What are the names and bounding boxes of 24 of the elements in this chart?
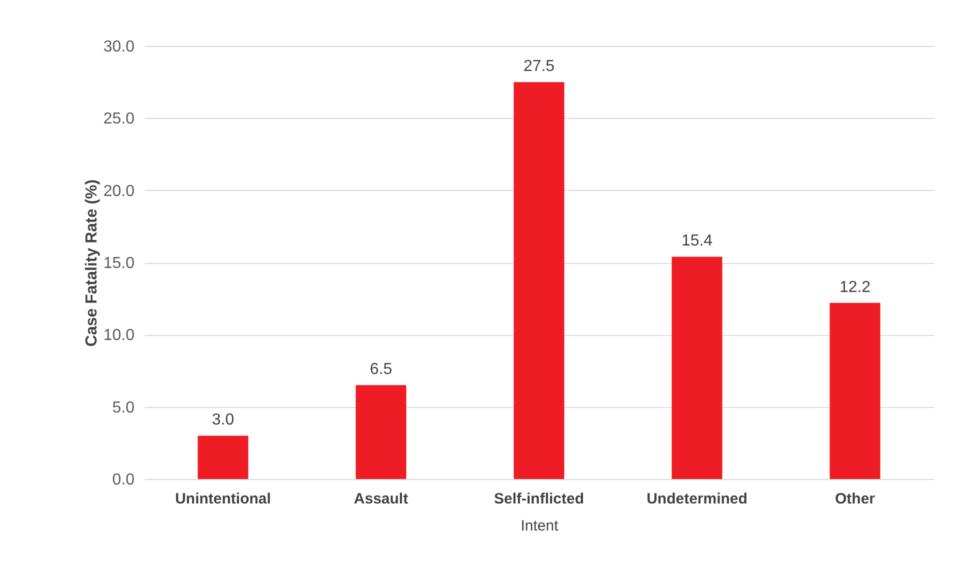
bar bbox=[198, 436, 248, 479]
bar bbox=[356, 385, 406, 479]
data-label: 6.5 bbox=[370, 361, 392, 378]
x-tick-label: Assault bbox=[354, 490, 408, 508]
data-label: 12.2 bbox=[839, 278, 871, 296]
data-label: 15.4 bbox=[681, 232, 713, 250]
y-tick-label: 10.0 bbox=[103, 327, 135, 344]
bar bbox=[830, 302, 880, 479]
y-tick-label: 20.0 bbox=[103, 182, 135, 200]
y-axis-title: Case Fatality Rate (%) bbox=[83, 179, 100, 347]
y-tick-label: 25.0 bbox=[103, 110, 135, 128]
y-tick-label: 5.0 bbox=[112, 399, 135, 416]
y-tick-label: 15.0 bbox=[103, 255, 135, 272]
x-tick-label: Unintentional bbox=[175, 490, 271, 508]
x-tick-label: Undetermined bbox=[646, 490, 748, 508]
x-tick-label: Other bbox=[834, 490, 876, 508]
bar bbox=[672, 256, 722, 479]
data-label: 3.0 bbox=[212, 412, 234, 429]
y-tick-label: 30.0 bbox=[103, 38, 135, 56]
data-label: 27.5 bbox=[523, 58, 555, 76]
x-tick-label: Self-inflicted bbox=[494, 490, 584, 508]
x-axis-title: Intent bbox=[520, 518, 560, 534]
bar bbox=[514, 82, 564, 479]
y-tick-label: 0.0 bbox=[112, 472, 135, 488]
